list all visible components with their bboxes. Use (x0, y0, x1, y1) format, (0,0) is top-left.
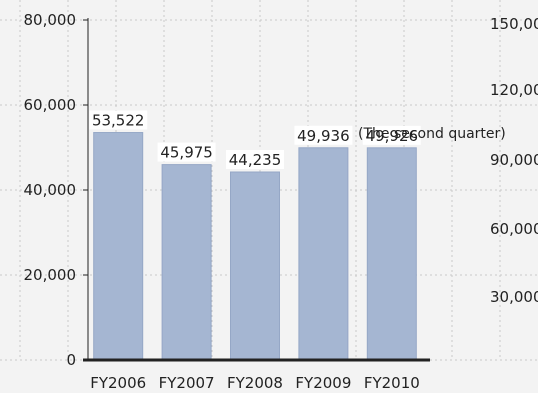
y-tick-label: 60,000 (24, 96, 77, 114)
data-label-background (157, 142, 216, 162)
annotation-label: (The second quarter) (358, 126, 506, 142)
y2-tick-label: 150,000 (490, 15, 538, 33)
data-label-background (294, 125, 353, 145)
data-labels: 53,522 45,975 44,235 49,936 49,926 (89, 110, 421, 170)
y-tick-label: 0 (66, 351, 76, 369)
y2-tick-label: 30,000 (490, 288, 538, 306)
data-label-background (226, 150, 284, 170)
bar (161, 164, 212, 361)
y-axis-labels: 0 20,000 40,000 60,000 80,000 (24, 11, 77, 369)
y2-axis-labels: 30,000 60,000 90,000 120,000 150,000 (490, 15, 538, 306)
y-tick-label: 20,000 (24, 266, 77, 284)
data-label: 49,936 (297, 127, 350, 145)
x-tick-label: FY2009 (295, 374, 351, 392)
bar (230, 171, 280, 361)
x-tick-label: FY2007 (159, 374, 215, 392)
bars (93, 132, 417, 361)
x-tick-label: FY2006 (90, 374, 146, 392)
data-label: 53,522 (92, 112, 145, 130)
y2-tick-label: 60,000 (490, 220, 538, 238)
axes (83, 18, 430, 362)
data-label: 45,975 (160, 144, 213, 162)
x-axis-labels: FY2006 FY2007 FY2008 FY2009 FY2010 (90, 374, 420, 392)
x-tick-label: FY2010 (364, 374, 420, 392)
bar (298, 147, 349, 361)
y2-tick-label: 120,000 (490, 81, 538, 99)
data-label: 49,926 (366, 127, 419, 145)
data-label: 44,235 (229, 151, 282, 169)
y-tick-label: 80,000 (24, 11, 77, 29)
y-tick-label: 40,000 (24, 181, 77, 199)
data-label-background (362, 125, 421, 145)
y2-tick-label: 90,000 (490, 151, 538, 169)
x-tick-label: FY2008 (227, 374, 283, 392)
data-label-background (89, 110, 148, 130)
bar (93, 132, 144, 361)
bar (366, 147, 417, 361)
